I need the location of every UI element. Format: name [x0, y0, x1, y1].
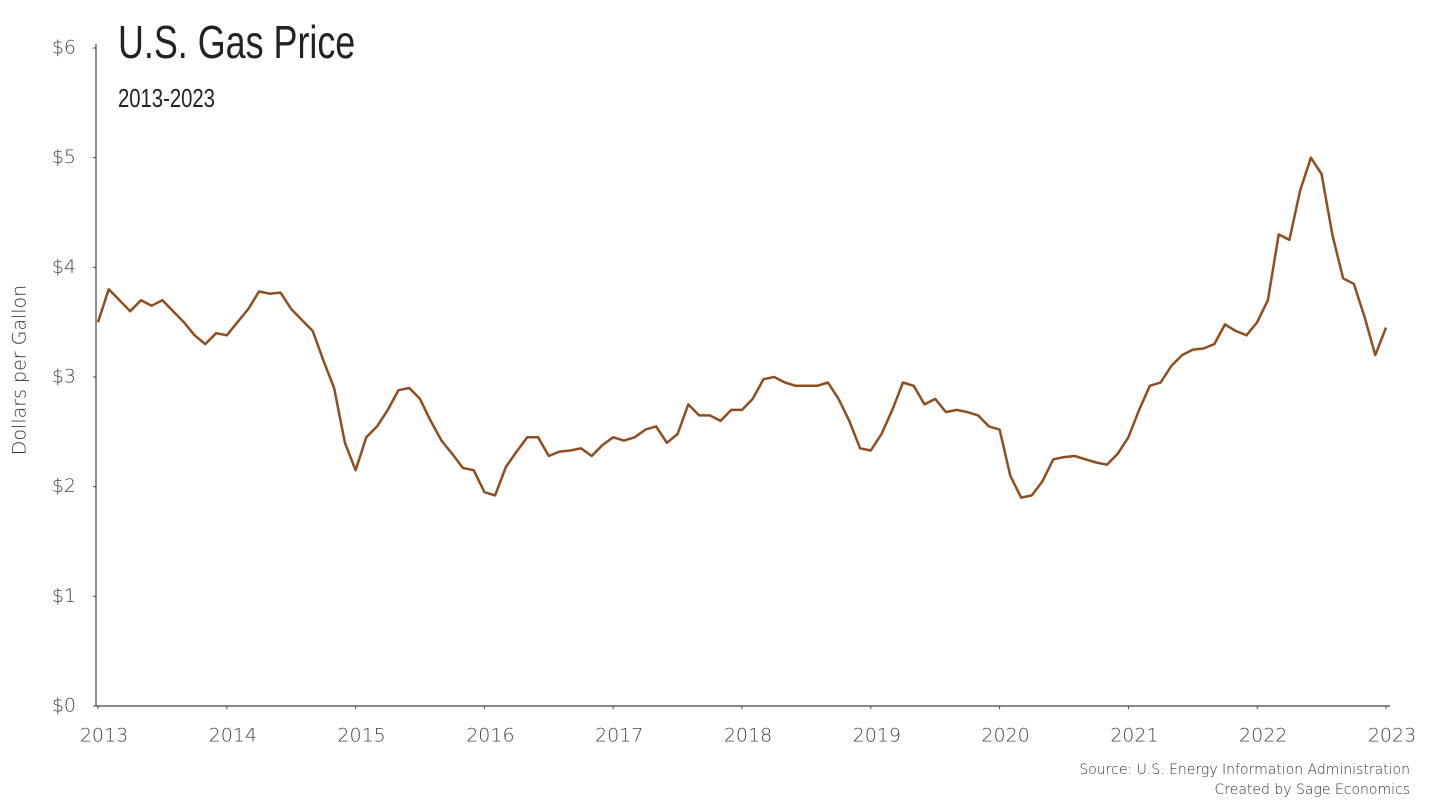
- y-tick-label: $6: [52, 37, 76, 59]
- x-tick-label: 2013: [80, 725, 128, 747]
- x-tick-label: 2022: [1239, 725, 1287, 747]
- source-note: Source: U.S. Energy Information Administ…: [1079, 762, 1410, 778]
- y-axis-label: Dollars per Gallon: [9, 285, 31, 455]
- y-tick-label: $1: [52, 585, 76, 607]
- y-tick-label: $4: [52, 256, 76, 278]
- y-tick-label: $0: [52, 695, 76, 717]
- price-line: [96, 156, 1388, 499]
- x-tick-label: 2018: [724, 725, 772, 747]
- y-tick-label: $3: [52, 366, 76, 388]
- chart-subtitle: 2013-2023: [118, 83, 215, 112]
- x-tick-label: 2023: [1368, 725, 1416, 747]
- chart-title: U.S. Gas Price: [118, 17, 355, 68]
- x-tick-label: 2015: [337, 725, 385, 747]
- credit-note: Created by Sage Economics: [1215, 782, 1410, 798]
- y-tick-label: $2: [52, 475, 76, 497]
- x-tick-label: 2020: [981, 725, 1029, 747]
- x-tick-label: 2016: [466, 725, 514, 747]
- x-tick-label: 2019: [853, 725, 901, 747]
- x-tick-label: 2017: [595, 725, 643, 747]
- x-tick-label: 2014: [209, 725, 257, 747]
- y-tick-label: $5: [52, 146, 76, 168]
- x-tick-label: 2021: [1110, 725, 1158, 747]
